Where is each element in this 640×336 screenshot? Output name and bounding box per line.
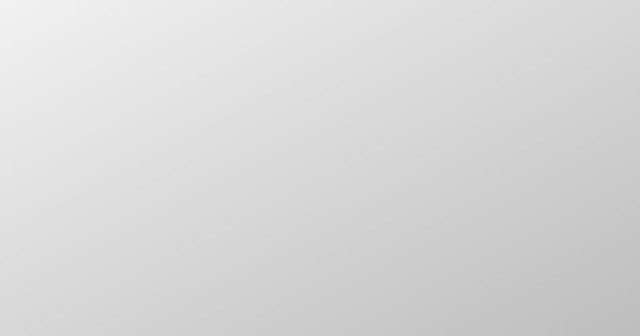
Polygon shape: [200, 273, 244, 305]
Polygon shape: [124, 191, 200, 205]
Polygon shape: [220, 127, 320, 146]
Polygon shape: [340, 273, 484, 319]
Polygon shape: [340, 49, 416, 292]
Polygon shape: [560, 273, 604, 305]
Polygon shape: [296, 127, 320, 292]
Text: EDUCATION: EDUCATION: [252, 193, 264, 269]
Polygon shape: [340, 29, 440, 49]
Text: UNEMPLOYMENT: UNEMPLOYMENT: [371, 134, 385, 245]
Polygon shape: [484, 145, 560, 158]
Polygon shape: [90, 292, 640, 329]
Polygon shape: [100, 205, 200, 224]
Polygon shape: [100, 224, 176, 292]
Polygon shape: [460, 158, 560, 178]
Text: Socio-economic statistics: Socio-economic statistics: [4, 19, 381, 45]
Polygon shape: [100, 273, 244, 319]
Polygon shape: [416, 29, 440, 292]
Text: Nottinghamshire: Nottinghamshire: [4, 146, 189, 165]
Polygon shape: [536, 158, 560, 292]
Polygon shape: [320, 273, 364, 305]
Text: Beauvale: Beauvale: [4, 102, 105, 121]
Polygon shape: [220, 146, 296, 292]
Text: IMMIGRATION: IMMIGRATION: [492, 198, 504, 290]
Polygon shape: [244, 113, 320, 127]
Text: HOUSING: HOUSING: [131, 233, 145, 295]
Polygon shape: [364, 16, 440, 29]
Polygon shape: [220, 273, 364, 319]
Polygon shape: [440, 273, 484, 305]
Polygon shape: [460, 178, 536, 292]
Polygon shape: [176, 205, 200, 292]
Polygon shape: [460, 273, 604, 319]
